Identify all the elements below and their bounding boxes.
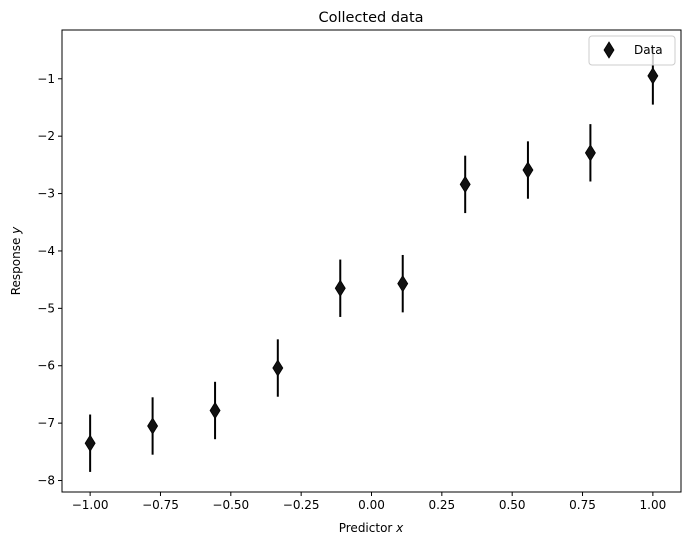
- data-point: [147, 417, 159, 435]
- x-tick-label: −0.50: [212, 498, 249, 512]
- x-tick-label: 1.00: [640, 498, 667, 512]
- y-tick-label: −6: [37, 359, 55, 373]
- data-point: [272, 359, 284, 377]
- x-tick-label: −1.00: [72, 498, 109, 512]
- error-bars: [89, 47, 654, 472]
- data-markers: [84, 67, 659, 452]
- y-tick-label: −5: [37, 301, 55, 315]
- chart-title: Collected data: [318, 10, 423, 26]
- y-axis: −8 −7 −6 −5 −4 −3 −2 −1: [37, 72, 62, 488]
- legend: Data: [588, 35, 676, 66]
- x-axis-label: Predictor x: [339, 521, 404, 535]
- legend-entry-data: Data: [634, 43, 663, 57]
- data-point: [397, 274, 409, 293]
- data-point: [209, 401, 221, 420]
- x-tick-label: 0.00: [358, 498, 385, 512]
- data-point: [459, 175, 471, 194]
- x-tick-label: 0.50: [499, 498, 526, 512]
- x-axis: −1.00 −0.75 −0.50 −0.25 0.00 0.25 0.50 0.75 1.00: [72, 492, 666, 512]
- data-point: [334, 279, 346, 298]
- y-tick-label: −8: [37, 474, 55, 488]
- legend-box: [588, 35, 676, 66]
- y-axis-label: Response y: [9, 226, 23, 295]
- x-tick-label: −0.25: [283, 498, 320, 512]
- data-point: [522, 161, 534, 179]
- data-point: [647, 67, 659, 85]
- y-tick-label: −4: [37, 244, 55, 258]
- y-tick-label: −7: [37, 416, 55, 430]
- data-point: [84, 434, 96, 452]
- legend-marker: [603, 41, 615, 59]
- x-tick-label: 0.25: [428, 498, 455, 512]
- y-tick-label: −3: [37, 187, 55, 201]
- y-tick-label: −2: [37, 129, 55, 143]
- y-tick-label: −1: [37, 72, 55, 86]
- x-tick-label: 0.75: [569, 498, 596, 512]
- data-point: [584, 144, 596, 162]
- x-tick-label: −0.75: [142, 498, 179, 512]
